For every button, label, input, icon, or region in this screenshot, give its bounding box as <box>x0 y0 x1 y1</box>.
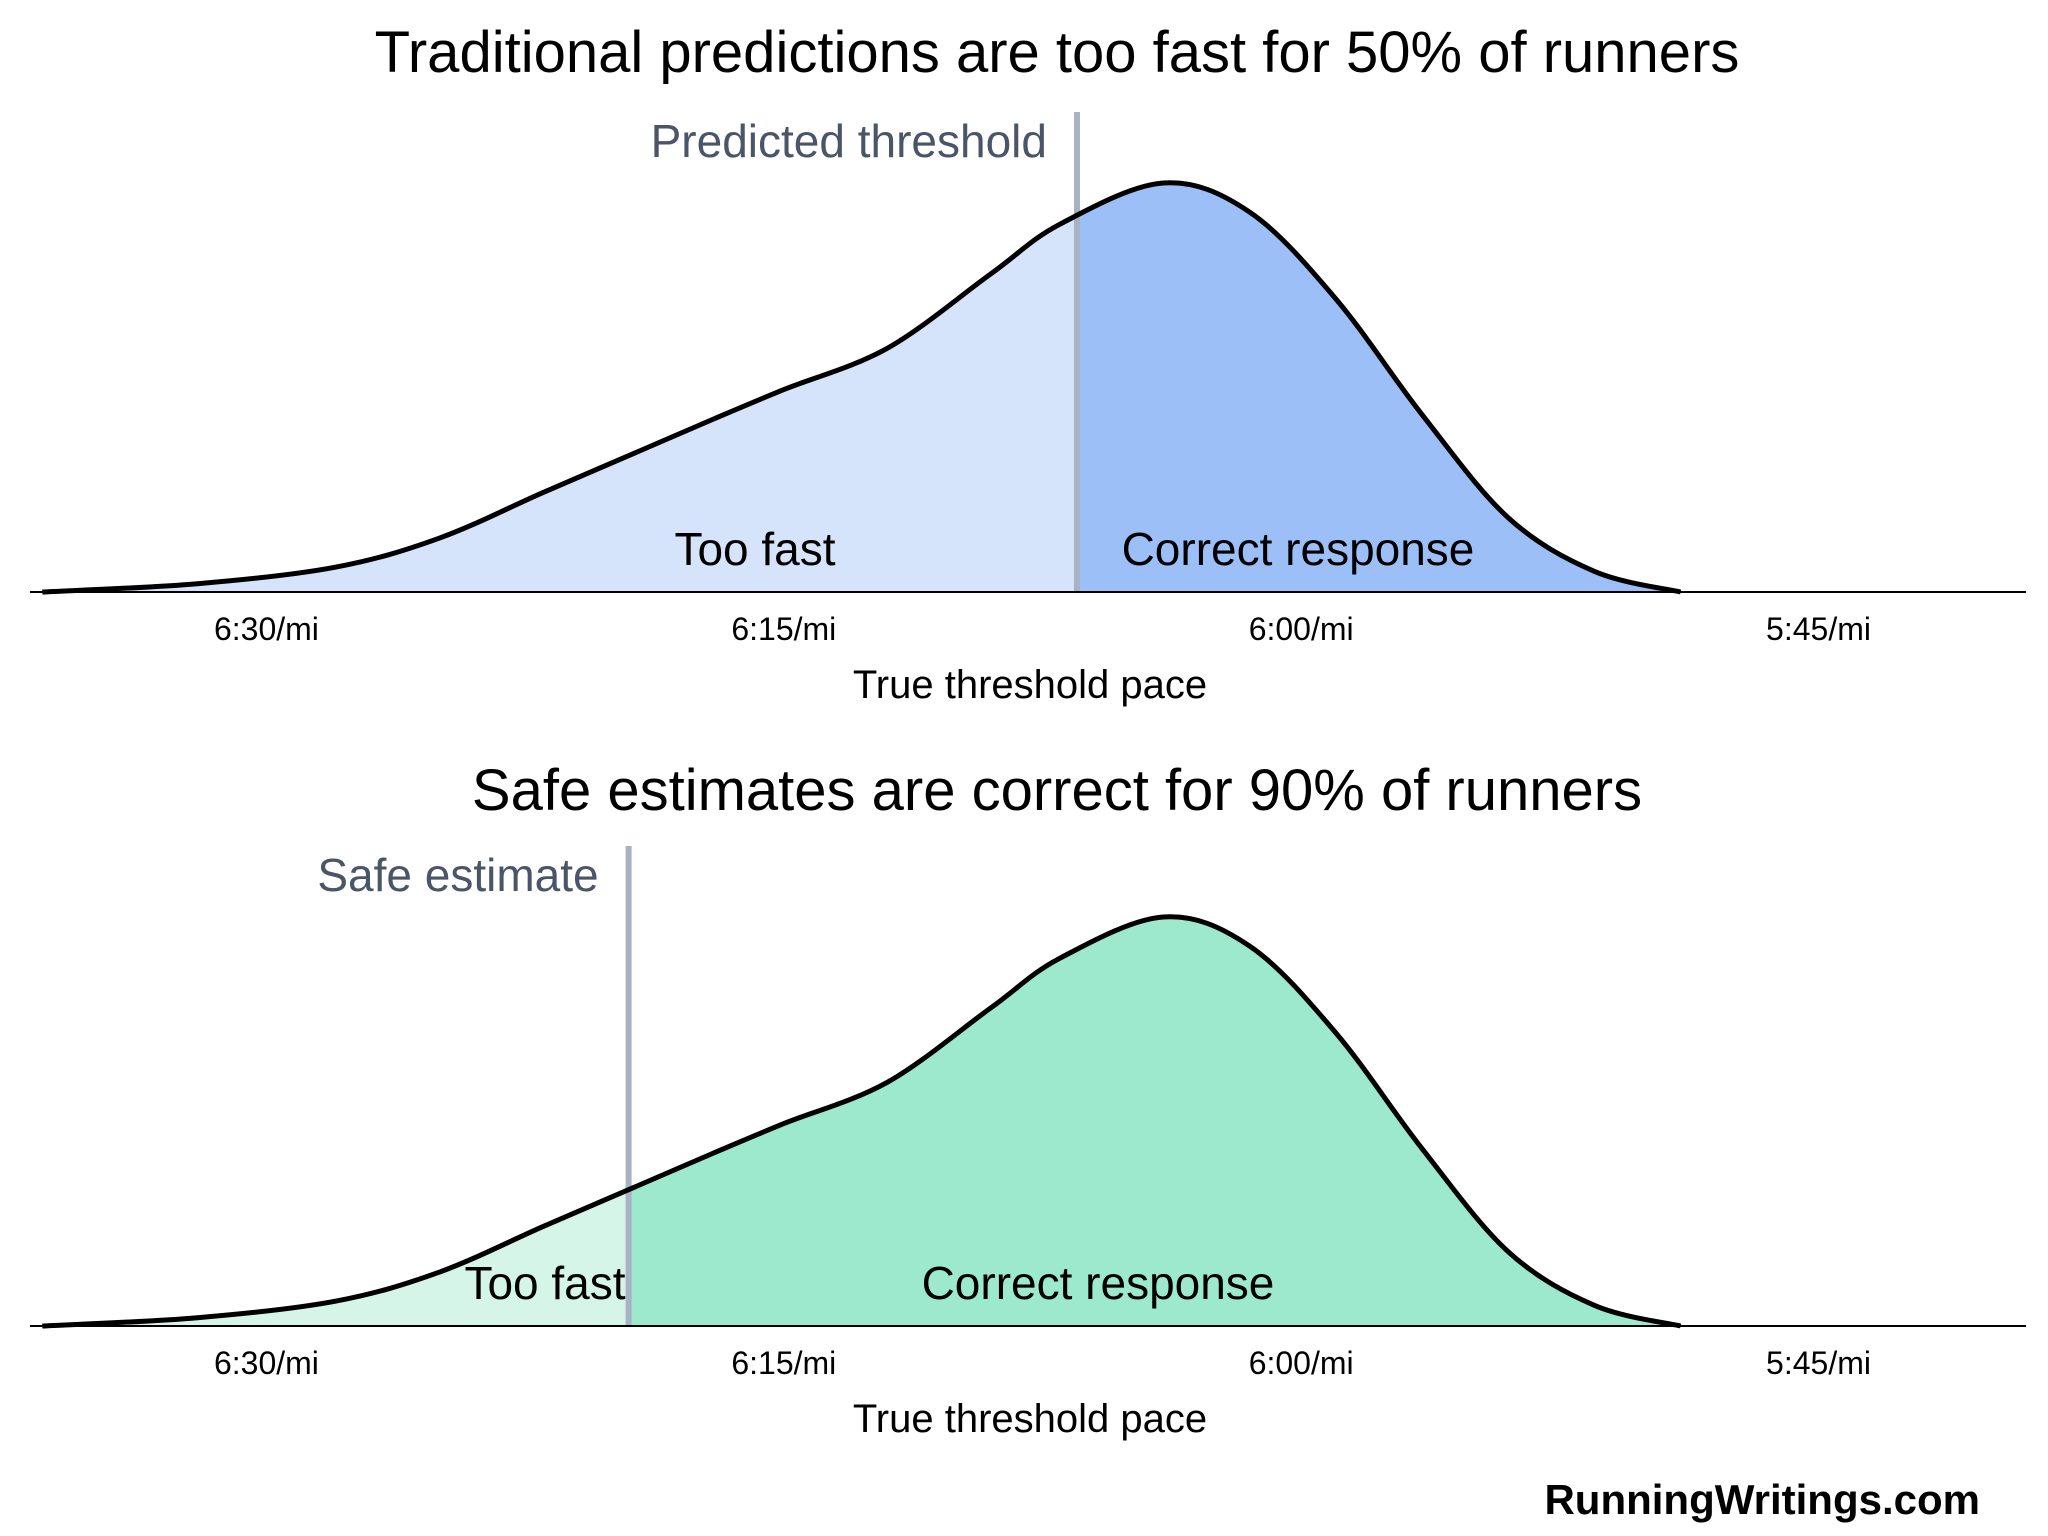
threshold-label: Predicted threshold <box>651 115 1047 167</box>
x-tick-label: 6:00/mi <box>1249 1345 1354 1381</box>
x-tick-label: 5:45/mi <box>1766 611 1871 647</box>
correct-response-area <box>1076 182 1681 592</box>
too-fast-label: Too fast <box>464 1257 625 1309</box>
x-tick-label: 5:45/mi <box>1766 1345 1871 1381</box>
chart-title: Traditional predictions are too fast for… <box>375 20 1740 85</box>
chart-panels: Traditional predictions are too fast for… <box>30 20 2026 1441</box>
x-axis-label: True threshold pace <box>853 663 1207 707</box>
correct-response-label: Correct response <box>922 1257 1275 1309</box>
x-tick-label: 6:15/mi <box>731 1345 836 1381</box>
density-curve <box>42 914 1682 1329</box>
x-tick-label: 6:00/mi <box>1249 611 1354 647</box>
x-tick-label: 6:30/mi <box>214 1345 319 1381</box>
density-curve <box>42 180 1682 595</box>
site-credit: RunningWritings.com <box>1544 1476 1980 1523</box>
too-fast-label: Too fast <box>674 523 835 575</box>
chart-title: Safe estimates are correct for 90% of ru… <box>472 758 1642 823</box>
chart-panel-1: Traditional predictions are too fast for… <box>30 20 2026 707</box>
x-tick-label: 6:15/mi <box>731 611 836 647</box>
correct-response-label: Correct response <box>1122 523 1475 575</box>
x-axis-label: True threshold pace <box>853 1397 1207 1441</box>
x-tick-label: 6:30/mi <box>214 611 319 647</box>
too-fast-area <box>94 215 1077 592</box>
correct-response-area <box>628 916 1681 1326</box>
too-fast-area <box>94 1189 629 1326</box>
threshold-label: Safe estimate <box>317 849 598 901</box>
chart-panel-2: Safe estimates are correct for 90% of ru… <box>30 758 2026 1441</box>
